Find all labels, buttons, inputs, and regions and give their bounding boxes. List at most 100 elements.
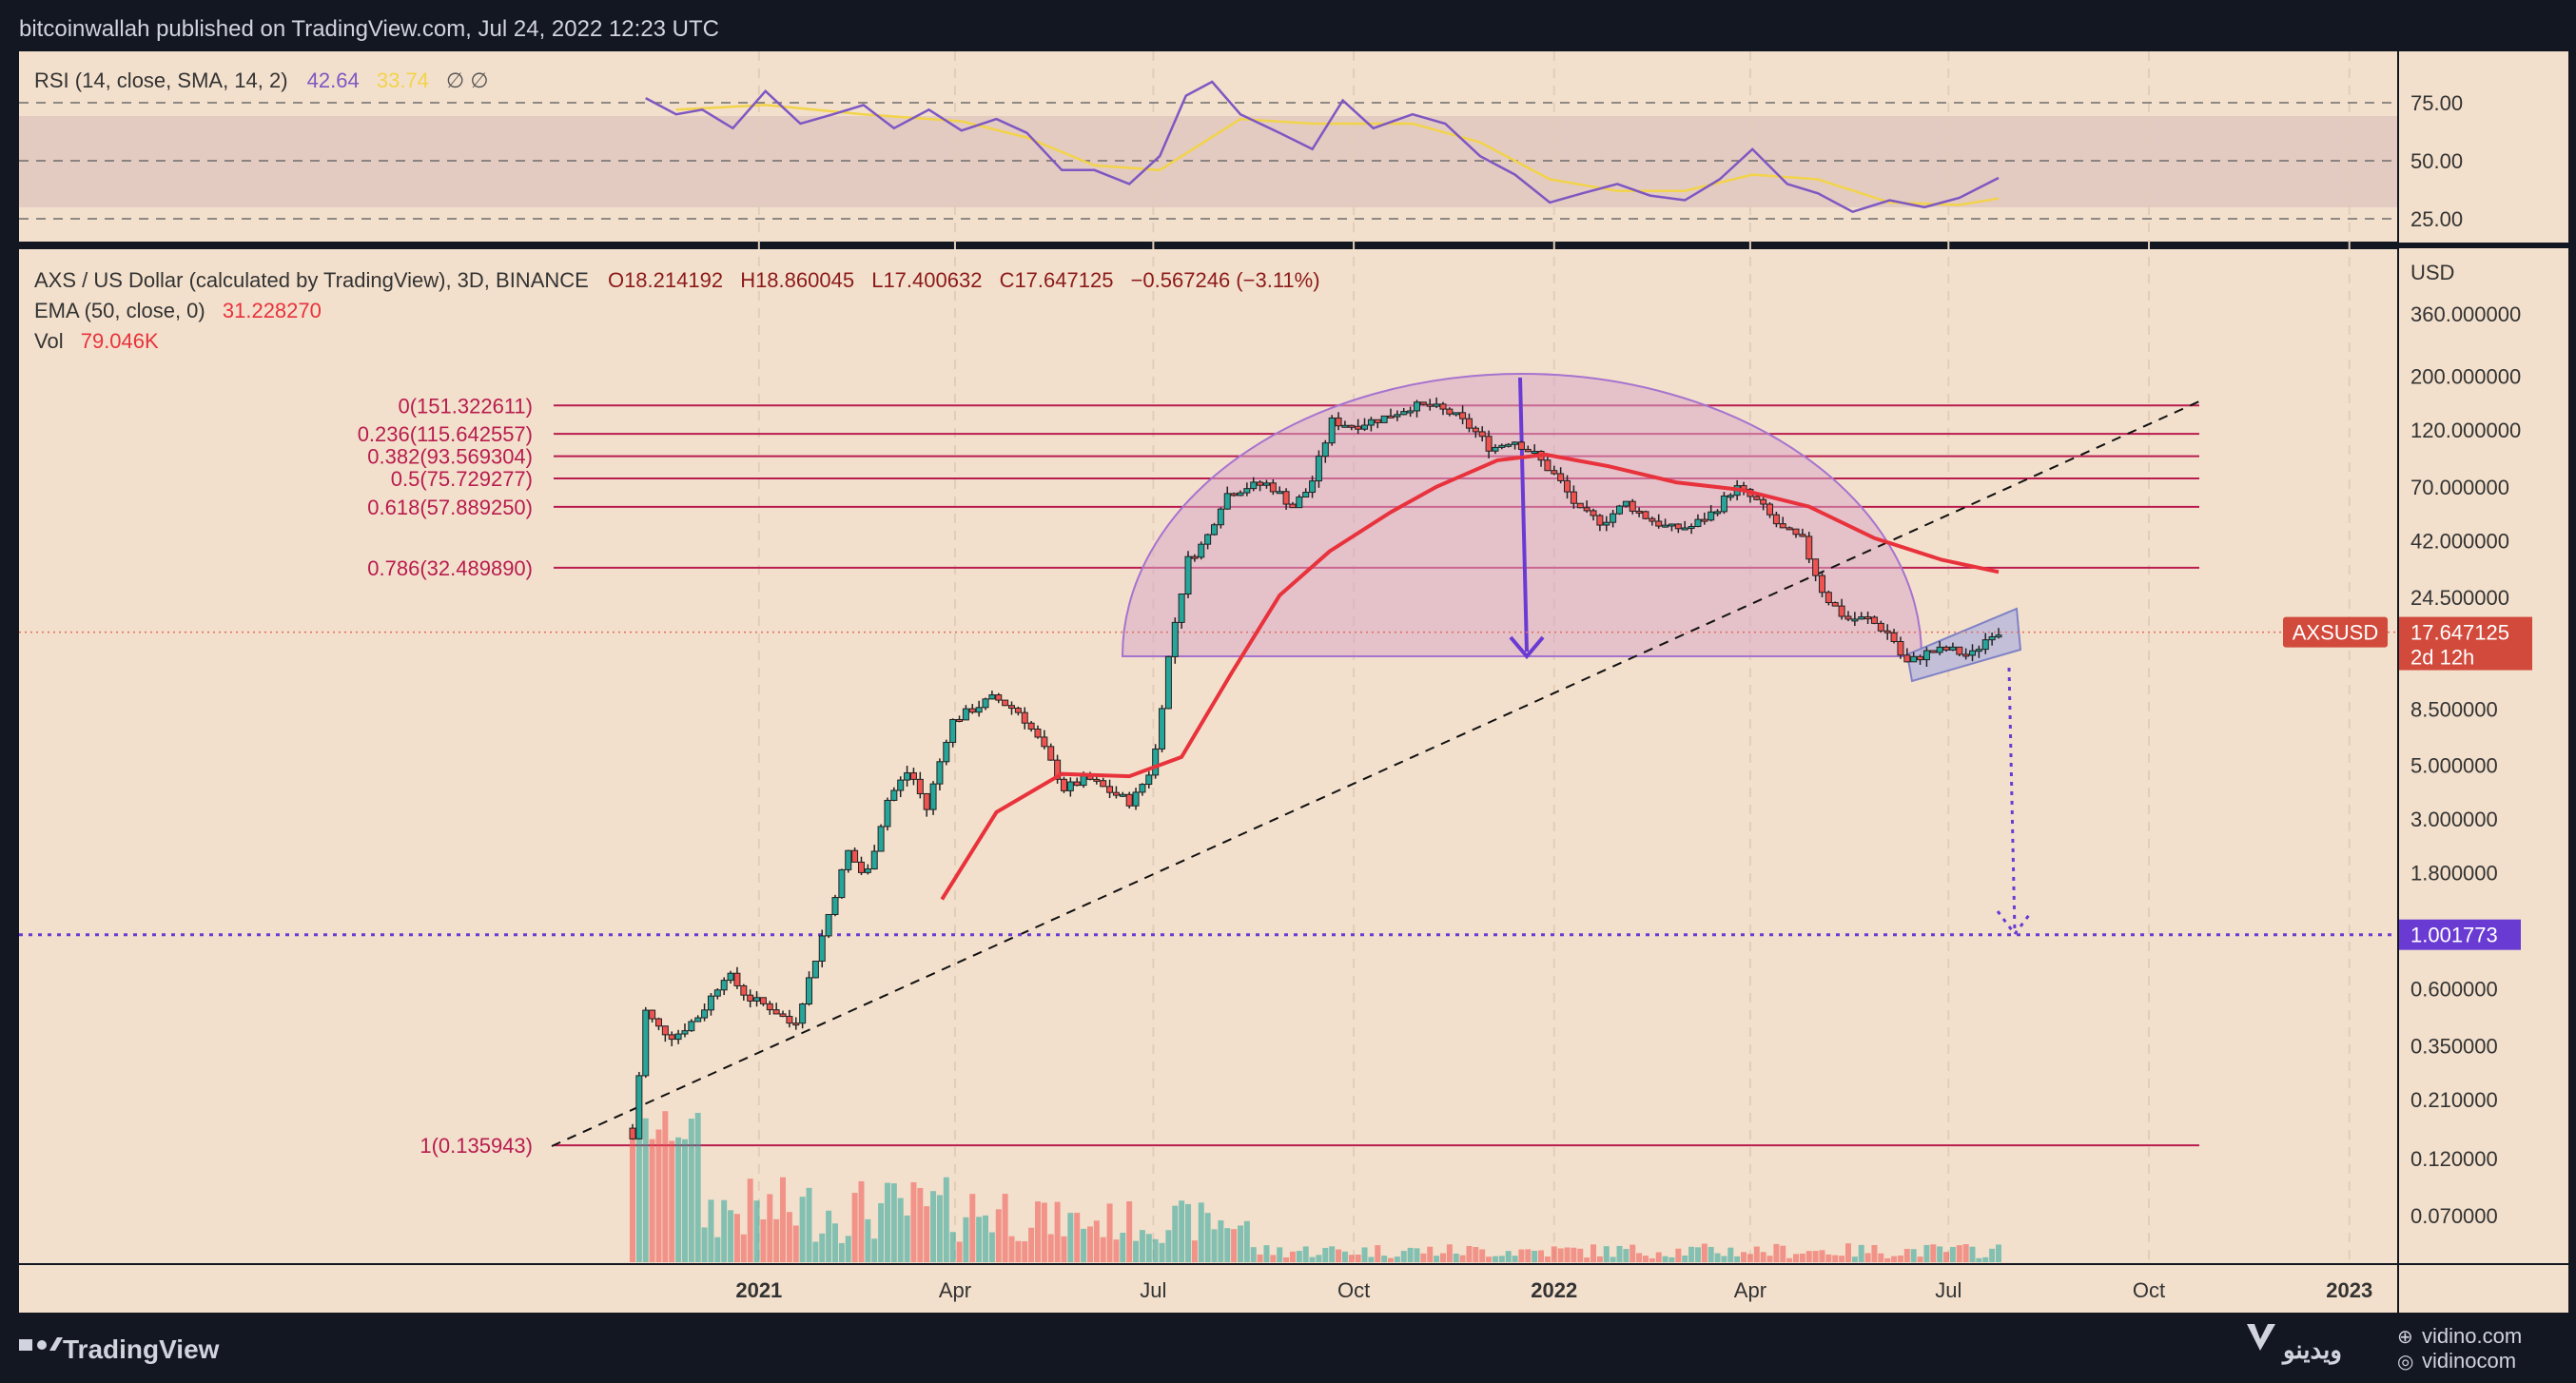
volume-bar xyxy=(1133,1240,1140,1262)
candle-body xyxy=(929,783,937,810)
volume-bar xyxy=(1891,1256,1898,1262)
time-axis-bg[interactable] xyxy=(19,1265,2397,1313)
volume-bar xyxy=(1747,1254,1753,1262)
candle-body xyxy=(766,1003,773,1011)
volume-bar xyxy=(635,1114,642,1262)
candle-body xyxy=(1962,653,1970,657)
candle-body xyxy=(1041,736,1048,748)
volume-bar xyxy=(871,1238,878,1262)
volume-bar xyxy=(642,1118,649,1262)
rsi-band xyxy=(19,116,2397,207)
symbol-title: AXS / US Dollar (calculated by TradingVi… xyxy=(34,268,589,292)
volume-bar xyxy=(760,1218,767,1262)
volume-bar xyxy=(630,1139,635,1262)
candle-body xyxy=(1981,639,1989,651)
volume-bar xyxy=(1551,1246,1557,1262)
volume-bar xyxy=(681,1139,688,1262)
candle-body xyxy=(838,868,846,899)
candle-body xyxy=(1433,403,1440,407)
volume-bar xyxy=(1557,1248,1564,1262)
candle-body xyxy=(674,1033,682,1041)
volume-bar xyxy=(767,1194,773,1262)
candle-body xyxy=(1864,616,1872,620)
volume-bar xyxy=(1400,1251,1407,1262)
volume-bar xyxy=(949,1232,956,1262)
volume-bar xyxy=(1361,1247,1368,1262)
overlays xyxy=(940,452,2000,901)
candle-body xyxy=(720,980,728,991)
candle-body xyxy=(654,1018,662,1027)
candle-body xyxy=(1642,511,1649,519)
candle-body xyxy=(747,994,754,1002)
volume-bar xyxy=(1172,1205,1179,1262)
candle-body xyxy=(936,761,944,785)
candle-body xyxy=(799,1003,807,1024)
candle-body xyxy=(1674,523,1682,530)
instagram-icon: ◎ xyxy=(2397,1352,2413,1373)
volume-bar xyxy=(1675,1248,1682,1262)
main-panel-bg[interactable] xyxy=(19,249,2397,1263)
volume-bar xyxy=(995,1209,1002,1262)
candle-body xyxy=(1949,646,1957,651)
tradingview-logo-dot xyxy=(37,1340,47,1350)
candle-body xyxy=(1164,655,1172,710)
volume-bar xyxy=(976,1217,983,1262)
ema-50-line xyxy=(940,452,2000,901)
volume-bar xyxy=(1322,1247,1329,1262)
candle-body xyxy=(890,789,898,801)
tradingview-logo[interactable]: TradingView xyxy=(19,1334,220,1364)
volume-bar xyxy=(1198,1202,1204,1262)
volume-bar xyxy=(1459,1255,1466,1262)
candle-body xyxy=(923,792,930,810)
volume-bar xyxy=(930,1191,937,1262)
last-price-tag: 17.647125 xyxy=(2410,621,2509,645)
volume-bar xyxy=(943,1177,949,1262)
candle-body xyxy=(694,1017,702,1023)
volume-bar xyxy=(1518,1249,1525,1262)
volume-bar xyxy=(714,1237,721,1262)
volume-bar xyxy=(1015,1240,1022,1262)
candle-body xyxy=(1825,592,1832,604)
candle-body xyxy=(897,779,905,791)
volume-bar xyxy=(1962,1244,1969,1262)
candle-body xyxy=(1355,425,1362,430)
volume-bar xyxy=(1793,1254,1800,1262)
rsi-extra: ∅ ∅ xyxy=(446,68,488,92)
volume-bar xyxy=(969,1194,976,1262)
price-axis-label: 8.500000 xyxy=(2410,698,2498,722)
candle-body xyxy=(1341,424,1349,428)
volume-bar xyxy=(1662,1256,1669,1262)
ohlc-close: C17.647125 xyxy=(1000,268,1114,292)
candle-body xyxy=(772,1009,780,1015)
volume-bar xyxy=(1773,1243,1780,1262)
fib-level-label: 0.618(57.889250) xyxy=(367,496,533,519)
volume-bar xyxy=(865,1218,871,1262)
candle-body xyxy=(1021,711,1028,724)
volume-bar xyxy=(1309,1256,1316,1262)
candle-body xyxy=(1995,634,2002,638)
volume-bar xyxy=(878,1202,885,1262)
candle-body xyxy=(1557,473,1565,481)
currency-label: USD xyxy=(2410,261,2454,284)
candle-body xyxy=(1779,523,1786,529)
candle-body xyxy=(1818,575,1825,594)
fib-level-label: 0.382(93.569304) xyxy=(367,445,533,469)
candle-body xyxy=(1171,621,1179,657)
candle-body xyxy=(1681,527,1688,531)
candle-body xyxy=(1139,784,1146,793)
volume-bar xyxy=(1152,1238,1159,1262)
price-axis-label: 0.350000 xyxy=(2410,1034,2498,1058)
volume-bar xyxy=(1498,1256,1505,1262)
time-axis-label: 2022 xyxy=(1531,1278,1577,1302)
candle-body xyxy=(943,741,950,763)
candle-body xyxy=(1152,748,1160,776)
candle-body xyxy=(1321,442,1329,458)
candle-body xyxy=(1760,498,1767,505)
candle-body xyxy=(857,861,865,873)
candle-body xyxy=(1544,459,1551,472)
volume-bar xyxy=(1923,1244,1930,1262)
symbol-tag-bg xyxy=(2283,616,2388,648)
volume-bar xyxy=(1257,1254,1263,1262)
candle-body xyxy=(1198,543,1205,558)
